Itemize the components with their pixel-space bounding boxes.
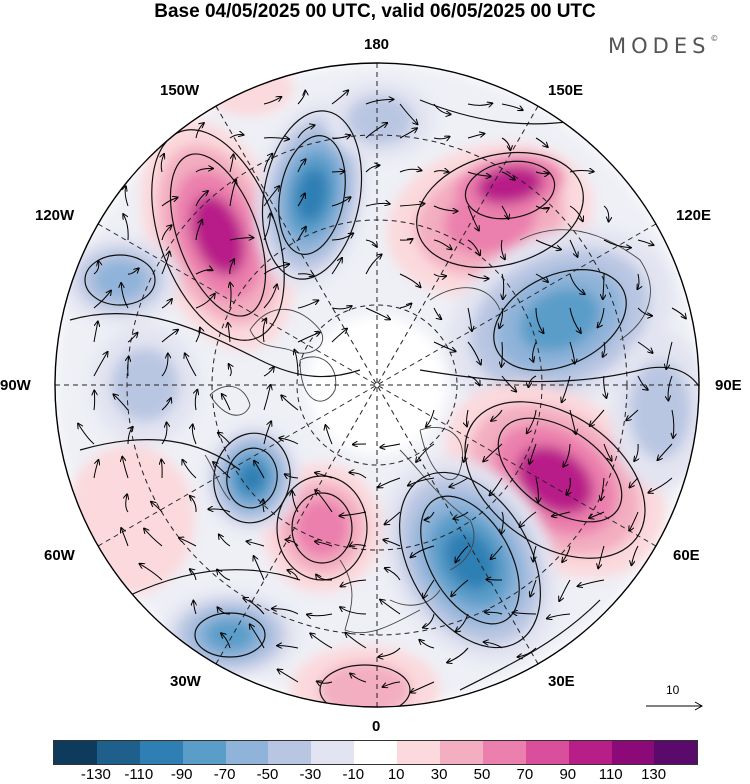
negative-anomaly <box>93 260 146 300</box>
positive-anomaly <box>319 662 411 717</box>
colorbar-swatch <box>54 741 97 764</box>
colorbar-swatch <box>97 741 140 764</box>
colorbar <box>53 740 698 765</box>
lon-label-60w: 60W <box>44 547 75 565</box>
anomaly-field <box>55 60 710 735</box>
colorbar-tick-label: -130 <box>81 766 111 783</box>
lon-label-150w: 150W <box>160 82 199 100</box>
lon-label-90e: 90E <box>715 377 742 395</box>
colorbar-ticks: -130 -110 -90 -70 -50 -30 -10 10 30 50 70 90 110 130 <box>0 766 750 784</box>
colorbar-tick-label: -90 <box>171 766 193 783</box>
colorbar-swatch <box>440 741 483 764</box>
colorbar-tick-label: 130 <box>641 766 666 783</box>
colorbar-tick-label: 10 <box>388 766 405 783</box>
colorbar-tick-label: -50 <box>257 766 279 783</box>
lon-label-30w: 30W <box>170 673 201 691</box>
lon-label-0: 0 <box>372 718 380 736</box>
colorbar-tick-label: 50 <box>474 766 491 783</box>
negative-anomaly <box>206 619 255 650</box>
negative-anomaly <box>346 95 414 144</box>
lon-label-120e: 120E <box>676 207 711 225</box>
colorbar-tick-label: 70 <box>517 766 534 783</box>
colorbar-swatch <box>397 741 440 764</box>
colorbar-tick-label: 30 <box>431 766 448 783</box>
lon-label-30e: 30E <box>548 673 575 691</box>
lon-label-150e: 150E <box>548 82 583 100</box>
colorbar-tick-label: 110 <box>599 766 623 783</box>
colorbar-swatch <box>354 741 397 764</box>
colorbar-tick-label: -10 <box>342 766 364 783</box>
lon-label-90w: 90W <box>0 377 31 395</box>
colorbar-swatch <box>268 741 311 764</box>
colorbar-swatch <box>526 741 569 764</box>
colorbar-swatch <box>612 741 655 764</box>
lon-label-180: 180 <box>364 36 389 54</box>
colorbar-swatch <box>569 741 612 764</box>
colorbar-swatch <box>311 741 354 764</box>
positive-anomaly <box>295 499 348 557</box>
colorbar-swatch <box>140 741 183 764</box>
reference-vector-arrow <box>640 684 710 714</box>
colorbar-swatch <box>654 741 697 764</box>
colorbar-tick-label: -30 <box>300 766 322 783</box>
colorbar-tick-label: -110 <box>124 766 153 783</box>
colorbar-swatch <box>483 741 526 764</box>
wind-arrow <box>332 171 344 172</box>
colorbar-tick-label: -70 <box>214 766 236 783</box>
colorbar-swatch <box>183 741 226 764</box>
colorbar-tick-label: 90 <box>559 766 576 783</box>
lon-label-60e: 60E <box>673 547 700 565</box>
lon-label-120w: 120W <box>35 207 74 225</box>
colorbar-swatch <box>226 741 269 764</box>
